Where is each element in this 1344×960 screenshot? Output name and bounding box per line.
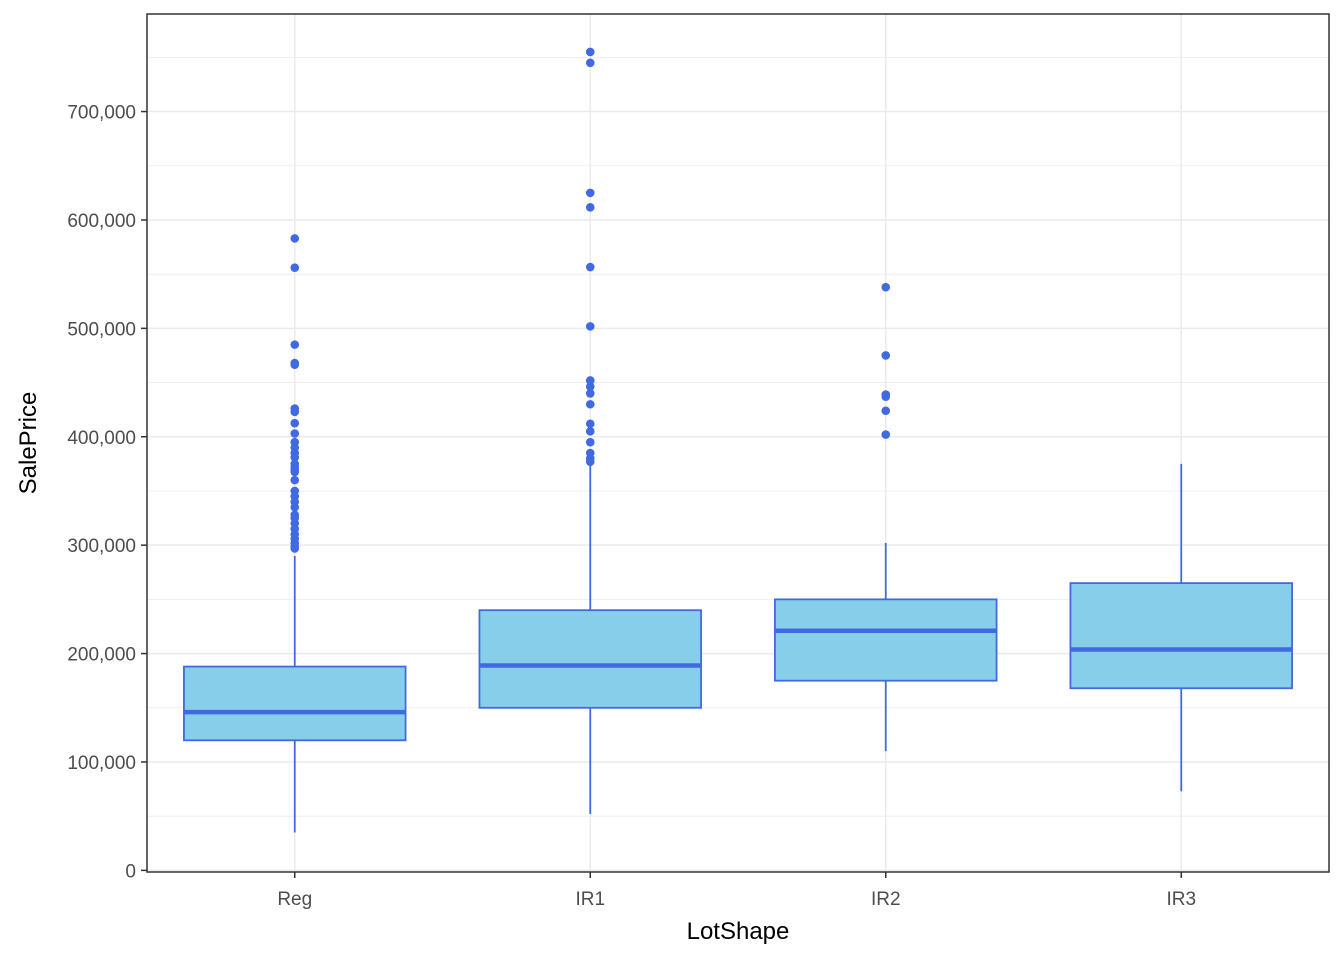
outlier-point: [585, 262, 595, 272]
outlier-point: [585, 427, 595, 436]
axes: 0 100,000 200,000 300,000 400,000 500,000 600,…: [67, 103, 1196, 910]
box-iqr: [774, 598, 998, 682]
outlier-point: [585, 389, 595, 398]
outlier-point: [881, 392, 891, 401]
x-tick-label: IR3: [1166, 889, 1196, 910]
outlier-point: [290, 234, 300, 243]
outlier-point: [290, 407, 300, 417]
box-iqr: [1069, 582, 1293, 690]
outlier-point: [585, 188, 595, 198]
panel-border: [146, 13, 1330, 873]
outlier-point: [290, 340, 300, 349]
outlier-point: [585, 322, 595, 331]
y-tick-label: 500,000: [67, 319, 136, 340]
outlier-point: [585, 457, 595, 466]
outlier-point: [290, 453, 300, 462]
outlier-point: [290, 360, 300, 369]
outlier-point: [585, 437, 595, 447]
y-tick-label: 400,000: [67, 428, 136, 449]
outlier-point: [290, 475, 300, 485]
outlier-point: [585, 382, 595, 391]
x-tick-label: IR1: [575, 889, 605, 910]
outlier-point: [290, 544, 300, 553]
outlier-point: [881, 430, 891, 439]
x-tick-label: IR2: [871, 889, 901, 910]
outlier-point: [585, 203, 595, 212]
box-elements: [183, 463, 1293, 833]
outlier-point: [585, 399, 595, 409]
grid-lines: [147, 14, 1329, 872]
outlier-point: [290, 263, 300, 272]
outlier-point: [290, 418, 300, 428]
outlier-point: [585, 376, 595, 385]
y-axis-title: SalePrice: [15, 392, 42, 495]
y-tick-label: 0: [125, 861, 136, 882]
outlier-point: [881, 351, 891, 360]
outlier-point: [290, 429, 300, 438]
box-iqr: [478, 609, 702, 709]
outlier-point: [585, 47, 595, 57]
outlier-point: [881, 282, 891, 292]
x-tick-label: Reg: [277, 889, 312, 910]
x-axis-title: LotShape: [687, 918, 790, 945]
box-iqr: [183, 665, 407, 742]
outlier-points: [290, 47, 891, 553]
y-tick-label: 100,000: [67, 753, 136, 774]
y-tick-label: 300,000: [67, 536, 136, 557]
outlier-point: [881, 406, 891, 416]
outlier-point: [290, 502, 300, 512]
outlier-point: [585, 58, 595, 68]
y-tick-label: 600,000: [67, 211, 136, 232]
outlier-point: [585, 419, 595, 429]
outlier-point: [290, 467, 300, 477]
y-tick-label: 200,000: [67, 645, 136, 666]
y-tick-label: 700,000: [67, 103, 136, 124]
